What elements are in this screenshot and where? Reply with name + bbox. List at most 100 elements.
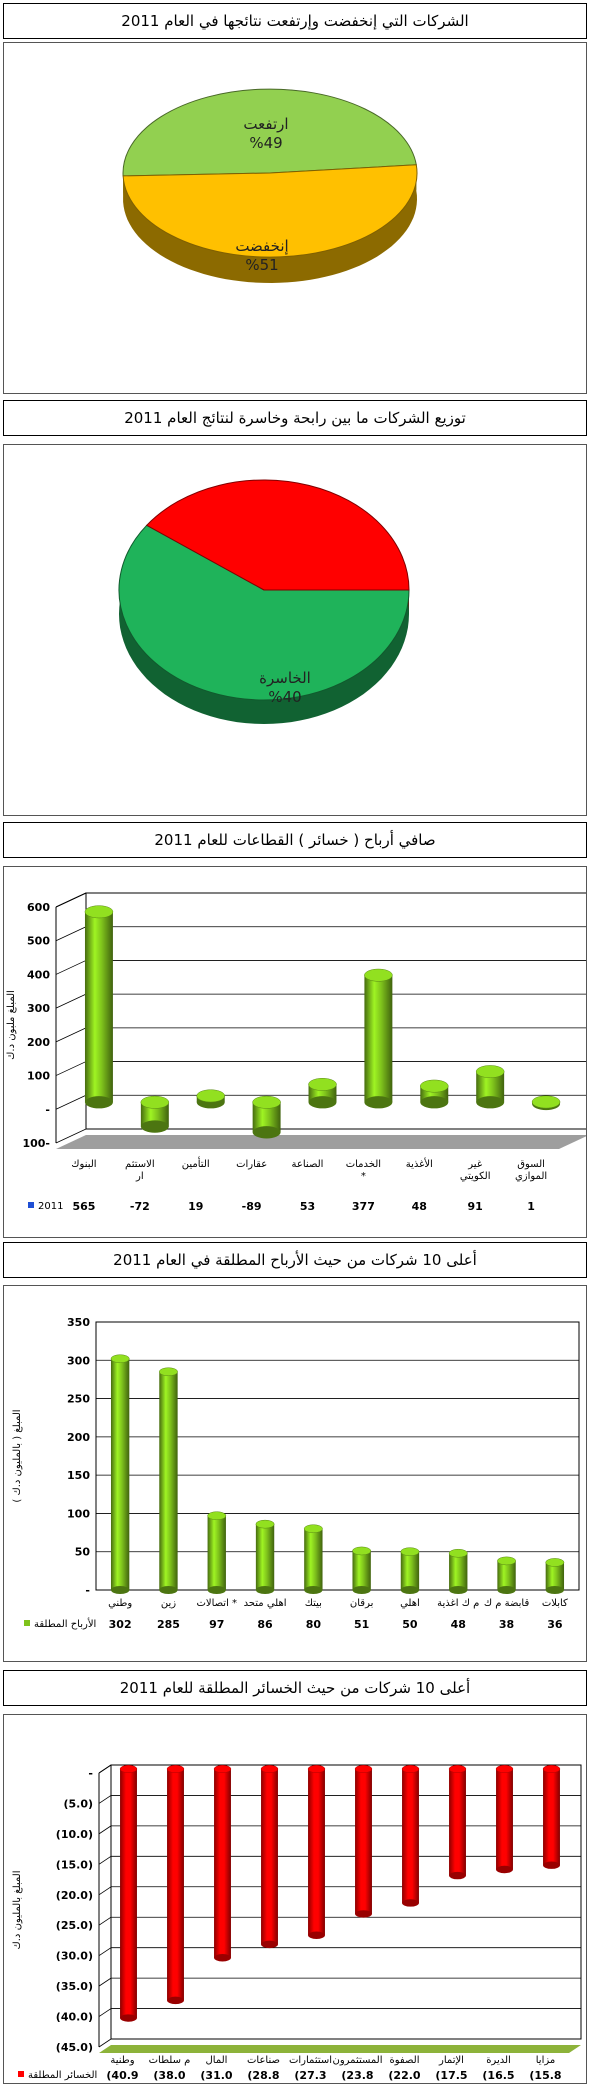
data-label: 377 — [352, 1200, 375, 1213]
x-tick-label: م سلطات — [149, 2055, 191, 2066]
chart-floor — [99, 2045, 581, 2053]
y-tick-label: (35.0) — [56, 1980, 93, 1993]
x-tick-label: الصفوة — [390, 2055, 420, 2066]
bar — [308, 1769, 325, 1936]
y-axis-title: المبلغ ملبون د.ك — [6, 990, 17, 1060]
gridline-slant — [98, 1886, 112, 1896]
gridline-slant — [98, 1856, 112, 1865]
bar-cap — [497, 1556, 516, 1566]
data-label: -72 — [130, 1200, 150, 1213]
pie-slice-2 — [145, 479, 410, 591]
bar-cap — [110, 1354, 130, 1364]
bar-cap — [213, 1765, 232, 1773]
y-tick-label: 200 — [67, 1431, 90, 1444]
y-tick-label: 150 — [67, 1469, 90, 1482]
bar — [449, 1769, 466, 1876]
x-tick-label: ار — [135, 1171, 144, 1182]
data-label: (16.5 — [482, 2069, 514, 2082]
gridline-slant — [55, 1061, 87, 1076]
data-label: 19 — [188, 1200, 203, 1213]
data-label: 36 — [547, 1618, 563, 1631]
bar-cap — [448, 1548, 468, 1558]
y-tick-label: 600 — [27, 901, 50, 914]
pie-slice-1 — [118, 524, 410, 701]
bar-base — [402, 1899, 419, 1907]
bar-cap — [448, 1765, 467, 1773]
x-tick-label: * — [361, 1171, 366, 1182]
y-tick-label: (10.0) — [56, 1828, 93, 1841]
data-label: 1 — [527, 1200, 535, 1213]
legend-label: 2011 — [38, 1201, 63, 1212]
bar-cap — [420, 1079, 449, 1093]
gridline-slant — [98, 2008, 112, 2017]
bar-base — [496, 1865, 513, 1874]
gridline-slant — [98, 1977, 112, 1987]
chart3-title: صافي أرباح ( خسائر ) القطاعات للعام 2011 — [3, 822, 587, 858]
data-label: 91 — [468, 1200, 483, 1213]
gridline-slant — [98, 1825, 112, 1835]
pie-slice-value: %51 — [245, 256, 278, 274]
bar-base — [543, 1861, 560, 1869]
chart4-title: أعلى 10 شركات من حيث الأرباح المطلقة في … — [3, 1242, 587, 1278]
bar — [207, 1515, 226, 1590]
bar-base — [252, 1126, 281, 1139]
x-tick-label: وطنية — [110, 2055, 134, 2066]
data-label: (40.9 — [106, 2069, 138, 2082]
x-tick-label: برقان — [350, 1598, 373, 1609]
data-label: (23.8 — [341, 2069, 373, 2082]
bar-cap — [401, 1765, 420, 1773]
data-label: (15.8 — [529, 2069, 561, 2082]
bar-base — [355, 1910, 372, 1918]
data-label: (27.3 — [294, 2069, 326, 2082]
x-tick-label: صناعات — [247, 2055, 280, 2066]
y-tick-label: (15.0) — [56, 1858, 93, 1871]
x-tick-label: اهلي متحد — [244, 1598, 287, 1609]
y-tick-label: - — [88, 1767, 93, 1780]
gridline-slant — [55, 1027, 87, 1043]
bar — [120, 1769, 137, 2019]
gridline-slant — [98, 1795, 112, 1804]
bar-cap — [475, 1065, 505, 1079]
gridline-slant — [55, 960, 87, 975]
bar-base — [159, 1585, 178, 1595]
y-tick-label: 200 — [27, 1036, 50, 1049]
y-tick-label: 400 — [27, 968, 50, 981]
data-label: (22.0 — [388, 2069, 421, 2082]
x-tick-label: كابلات — [542, 1598, 568, 1609]
bar — [497, 1560, 516, 1590]
y-tick-label: (40.0) — [56, 2011, 93, 2024]
data-label: 53 — [300, 1200, 315, 1213]
bar-cap — [307, 1765, 326, 1773]
chart-floor — [56, 1135, 586, 1149]
y-tick-label: (5.0) — [63, 1797, 93, 1810]
chart2-frame: الرابحة%60الخاسرة%40 — [3, 444, 587, 816]
data-label: 97 — [209, 1618, 224, 1631]
x-tick-label: استثمارات — [289, 2055, 332, 2066]
y-axis-title: المبلغ ( بالمليون د.ك ) — [12, 1409, 23, 1502]
bar-base — [364, 1096, 393, 1109]
data-label: 51 — [354, 1618, 369, 1631]
bar-cap — [84, 905, 114, 919]
gridline-slant — [98, 1764, 112, 1774]
bar-cap — [495, 1765, 514, 1773]
x-tick-label: السوق — [517, 1159, 545, 1170]
bar — [110, 1358, 130, 1590]
gridline-slant — [55, 1128, 87, 1144]
y-tick-label: (20.0) — [56, 1889, 93, 1902]
gridline-slant — [55, 926, 87, 942]
bar — [261, 1769, 278, 1945]
bar-cap — [352, 1546, 372, 1556]
bar — [159, 1371, 178, 1590]
x-tick-label: وطني — [108, 1598, 132, 1609]
bar-cap — [364, 968, 393, 982]
bar — [167, 1769, 184, 2001]
bar-base — [449, 1585, 468, 1595]
gridline-slant — [98, 1947, 112, 1956]
y-tick-label: 300 — [67, 1354, 90, 1367]
bar-cap — [308, 1078, 337, 1091]
bar-base — [120, 2014, 137, 2022]
pie-slice-value: %40 — [268, 688, 301, 706]
bar-cap — [260, 1765, 279, 1773]
bar-cap — [140, 1095, 170, 1109]
